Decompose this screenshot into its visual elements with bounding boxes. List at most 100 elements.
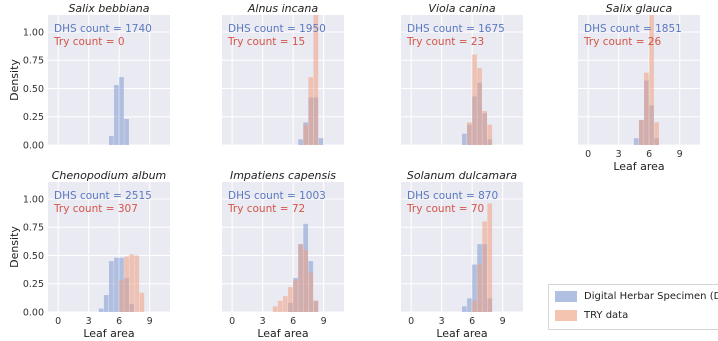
y-tick-label: 0.25 [23,279,44,290]
dhs-count: DHS count = 1851 [584,23,682,35]
try-bar [639,120,644,145]
y-tick-label: 0.75 [23,56,44,67]
try-bar [298,244,303,312]
try-bar [472,54,477,145]
y-tick-label: 0.50 [23,251,44,262]
y-axis-label: Density [8,226,21,268]
try-bar [467,122,472,145]
try-bar [487,203,493,312]
try-bar [303,249,309,312]
try-bar [654,122,659,145]
try-count: Try count = 0 [53,36,125,48]
dhs-bar [633,138,639,145]
x-tick-label: 3 [616,149,622,160]
x-tick-label: 6 [646,149,652,160]
dhs-count: DHS count = 1675 [407,23,505,35]
x-axis-label: Leaf area [613,160,664,173]
y-tick-label: 0.25 [23,112,44,123]
try-bar [482,111,488,145]
panel-title: Salix glauca [606,2,673,15]
y-tick-label: 0.00 [23,141,44,152]
dhs-bar [109,261,114,312]
dhs-bar [467,298,472,312]
panel-title: Solanum dulcamara [407,169,517,182]
y-axis-label: Density [8,59,21,101]
legend-swatch-dhs [555,291,577,302]
dhs-bar [318,138,324,145]
try-bar [272,306,278,312]
try-bar [134,255,140,312]
dhs-count: DHS count = 1950 [228,23,326,35]
y-tick-label: 0.50 [23,84,44,95]
panel-title: Viola canina [428,2,495,15]
try-count: Try count = 15 [227,36,305,48]
y-tick-label: 1.00 [23,27,44,38]
x-tick-label: 6 [290,316,296,327]
x-tick-label: 9 [500,316,506,327]
y-tick-label: 1.00 [23,194,44,205]
x-tick-label: 9 [147,316,153,327]
try-bar [124,256,129,312]
try-bar [293,280,298,312]
legend: Digital Herbar Specimen (DHS) TRY data [548,284,718,330]
try-bar [313,15,319,145]
try-count: Try count = 307 [53,203,138,215]
legend-item-dhs: Digital Herbar Specimen (DHS) [549,287,718,306]
dhs-bar [462,133,467,145]
dhs-bar [114,257,119,312]
dhs-bar [462,306,467,312]
panel-title: Salix bebbiana [68,2,149,15]
x-tick-label: 9 [677,149,683,160]
x-tick-label: 6 [116,316,122,327]
x-tick-label: 3 [86,316,92,327]
x-tick-label: 6 [469,316,475,327]
try-count: Try count = 70 [406,203,484,215]
x-tick-label: 3 [260,316,266,327]
try-bar [472,300,477,312]
y-tick-label: 0.00 [23,308,44,319]
x-tick-label: 3 [439,316,445,327]
x-axis-label: Leaf area [83,327,134,340]
try-bar [313,300,319,312]
dhs-bar [98,308,104,312]
dhs-count: DHS count = 1003 [228,190,326,202]
x-tick-label: 9 [321,316,327,327]
try-count: Try count = 23 [406,36,484,48]
panel-title: Chenopodium album [52,169,167,182]
x-tick-label: 0 [408,316,414,327]
dhs-count: DHS count = 2515 [54,190,152,202]
legend-label-dhs: Digital Herbar Specimen (DHS) [584,291,718,302]
x-tick-label: 0 [55,316,61,327]
try-bar [277,300,283,312]
dhs-bar [472,264,477,312]
try-bar [119,280,124,312]
try-bar [303,124,309,145]
try-bar [283,296,288,312]
dhs-bar [109,135,114,145]
legend-swatch-try [555,310,577,321]
try-bar [308,77,314,145]
dhs-count: DHS count = 870 [407,190,498,202]
x-axis-label: Leaf area [436,327,487,340]
try-bar [129,254,135,312]
legend-item-try: TRY data [549,306,718,325]
try-count: Try count = 26 [583,36,662,48]
dhs-bar [124,119,129,145]
try-bar [139,292,145,312]
x-tick-label: 0 [229,316,235,327]
dhs-bar [119,77,124,145]
dhs-count: DHS count = 1740 [54,23,152,35]
panel-title: Impatiens capensis [230,169,336,182]
try-bar [482,221,488,312]
try-count: Try count = 72 [227,203,305,215]
try-bar [477,264,482,312]
x-tick-label: 0 [585,149,591,160]
